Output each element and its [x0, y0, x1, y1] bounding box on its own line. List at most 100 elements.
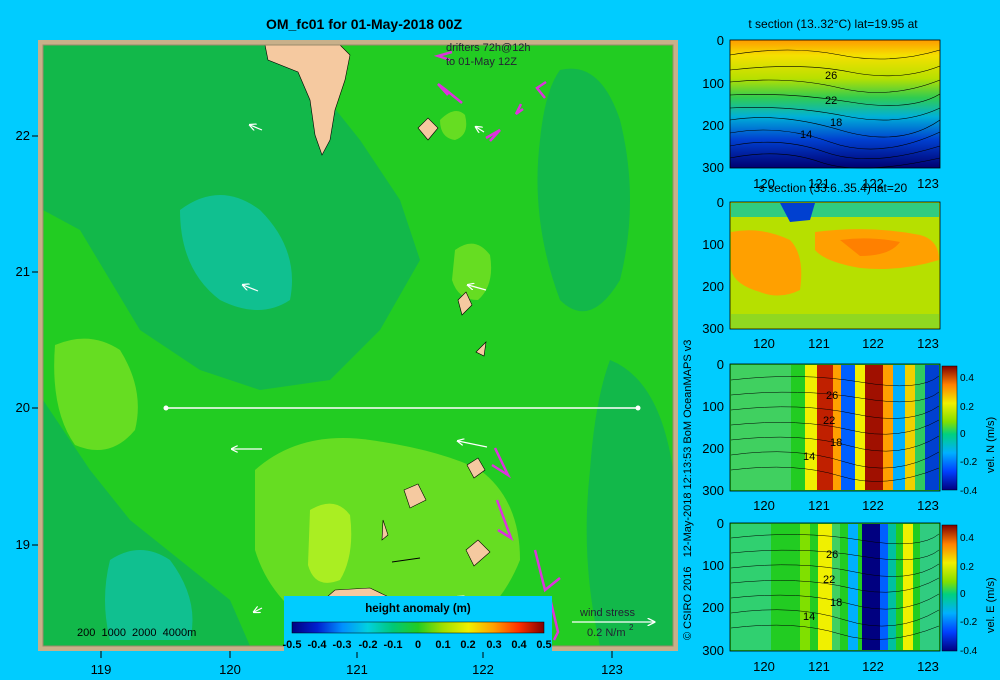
island [465, 539, 491, 567]
cbar-tick: -0.2 [960, 617, 978, 628]
vel-colorbar [941, 524, 958, 652]
depth-legend: 200 1000 2000 4000m [77, 627, 196, 639]
drifter-tracks [433, 50, 561, 641]
lat-tick: 19 [16, 537, 30, 552]
colorbar-tick: 0.1 [435, 639, 450, 651]
drifters-label: drifters 72h@12h [446, 42, 531, 54]
island [457, 291, 473, 316]
lon-tick: 120 [753, 176, 775, 191]
colorbar-tick: 0.2 [460, 639, 475, 651]
colorbar-tick: 0.4 [511, 639, 527, 651]
contour-label: 26 [826, 549, 838, 561]
colorbar-tick: 0.3 [486, 639, 501, 651]
panel-temperature: t section (13..32°C) lat=19.95 at 26 22 … [702, 17, 941, 191]
contour-label: 14 [803, 451, 815, 463]
depth-tick: 300 [702, 643, 724, 658]
panel-title: s section (33.6..35.4) lat=20 [759, 181, 908, 195]
section-line [163, 405, 641, 411]
depth-tick: 100 [702, 399, 724, 414]
contour-label: 14 [803, 611, 815, 623]
cbar-label: vel. N (m/s) [985, 417, 997, 473]
cbar-tick: 0.4 [960, 373, 974, 384]
lon-tick: 120 [753, 498, 775, 513]
depth-tick: 300 [702, 483, 724, 498]
depth-tick: 0 [717, 516, 724, 531]
depth-tick: 0 [717, 33, 724, 48]
contour-label: 22 [823, 415, 835, 427]
lon-tick: 121 [808, 498, 830, 513]
depth-tick: 100 [702, 558, 724, 573]
lat-tick: 21 [16, 264, 30, 279]
height-anomaly-field [43, 45, 673, 646]
lon-tick: 122 [862, 498, 884, 513]
contour-label: 18 [830, 437, 842, 449]
colorbar-tick: -0.3 [333, 639, 352, 651]
lon-tick: 123 [917, 498, 939, 513]
panel-vel-east: 26 22 18 14 0 100 200 300 120 121 122 12… [702, 516, 997, 674]
lon-tick: 121 [808, 176, 830, 191]
depth-tick: 300 [702, 160, 724, 175]
depth-tick: 200 [702, 118, 724, 133]
cbar-tick: 0.2 [960, 562, 974, 573]
contour-label: 22 [823, 574, 835, 586]
lon-tick: 120 [753, 659, 775, 674]
lon-tick: 121 [346, 662, 368, 677]
cbar-tick: 0 [960, 589, 966, 600]
lon-tick: 120 [753, 336, 775, 351]
colorbar-tick: -0.5 [283, 639, 302, 651]
wind-stress-exp: 2 [629, 623, 634, 632]
lon-tick: 119 [91, 662, 112, 677]
colorbar-tick: 0.5 [536, 639, 551, 651]
contour-label: 26 [825, 70, 837, 82]
lon-tick: 123 [917, 176, 939, 191]
lon-tick: 122 [862, 336, 884, 351]
lon-tick: 122 [862, 659, 884, 674]
panel-salinity: s section (33.6..35.4) lat=20 0 100 200 … [702, 181, 941, 351]
island [466, 457, 486, 479]
contour-label: 26 [826, 390, 838, 402]
lat-tick: 20 [16, 400, 30, 415]
lon-tick: 122 [472, 662, 494, 677]
lon-tick: 123 [917, 336, 939, 351]
contour-label: 22 [825, 95, 837, 107]
credit-text: © CSIRO 2016 12-May-2018 12:13:53 BoM Oc… [682, 340, 694, 640]
depth-tick: 100 [702, 237, 724, 252]
cbar-label: vel. E (m/s) [985, 577, 997, 633]
island [403, 483, 427, 509]
lon-tick: 121 [808, 336, 830, 351]
vel-colorbar [941, 365, 958, 491]
depth-tick: 300 [702, 321, 724, 336]
colorbar-title: height anomaly (m) [365, 603, 471, 615]
panel-title: t section (13..32°C) lat=19.95 at [748, 17, 918, 31]
colorbar-tick: -0.4 [308, 639, 328, 651]
cbar-tick: 0 [960, 429, 966, 440]
lat-tick: 22 [16, 128, 30, 143]
wind-stress-value: 0.2 N/m [587, 627, 626, 639]
contour-label: 18 [830, 597, 842, 609]
lon-tick: 121 [808, 659, 830, 674]
wind-stress-legend: wind stress 0.2 N/m 2 [572, 607, 654, 639]
depth-tick: 0 [717, 195, 724, 210]
colorbar-tick: -0.1 [384, 639, 403, 651]
depth-tick: 200 [702, 600, 724, 615]
depth-tick: 200 [702, 441, 724, 456]
cbar-tick: -0.4 [960, 486, 978, 497]
taiwan-landmass [264, 45, 351, 156]
lon-tick: 123 [601, 662, 623, 677]
map-lon-axis: 119 120 121 122 123 [91, 651, 623, 677]
drifters-date: to 01-May 12Z [446, 56, 517, 68]
wind-stress-label: wind stress [579, 607, 636, 619]
island [475, 341, 487, 357]
island [417, 117, 439, 141]
cbar-tick: 0.4 [960, 533, 974, 544]
depth-tick: 0 [717, 357, 724, 372]
panel-vel-north: 26 22 18 14 0 100 200 300 120 121 122 12… [702, 357, 997, 513]
cbar-tick: -0.2 [960, 457, 978, 468]
lon-tick: 120 [219, 662, 241, 677]
map-lat-axis: 22 21 20 19 [16, 128, 38, 552]
colorbar-tick: 0 [415, 639, 421, 651]
contour-label: 18 [830, 117, 842, 129]
island [381, 519, 389, 541]
contour-label: 14 [800, 129, 812, 141]
